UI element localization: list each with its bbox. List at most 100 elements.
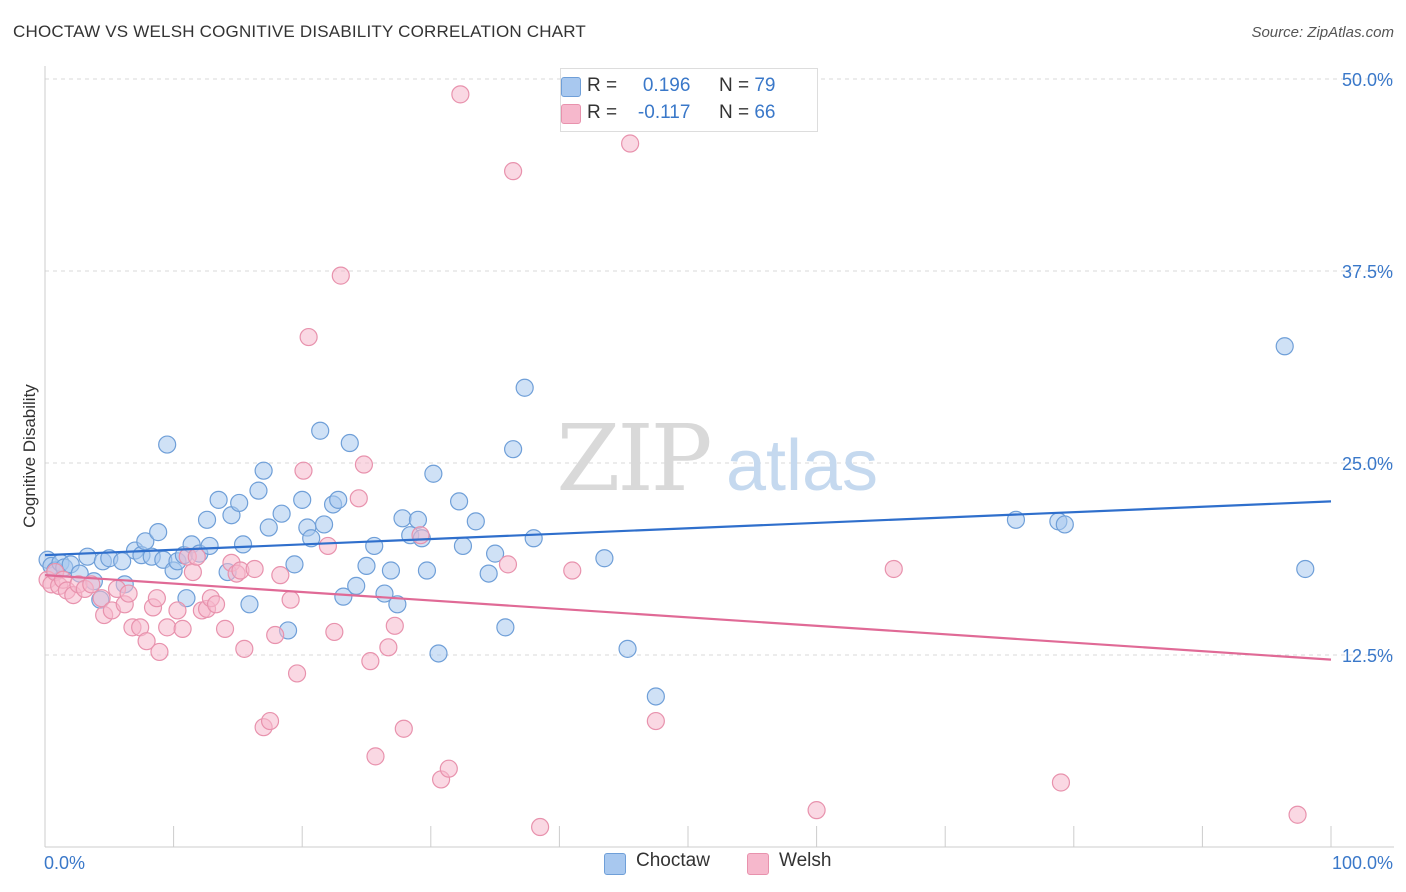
welsh-point xyxy=(439,759,458,778)
welsh-point xyxy=(82,575,101,594)
tick-labels: 12.5% 25.0% 37.5% 50.0% 0.0% 100.0% xyxy=(44,70,1393,873)
choctaw-point xyxy=(381,561,401,580)
welsh-point xyxy=(168,601,187,620)
choctaw-point xyxy=(230,493,249,513)
choctaw-point xyxy=(233,535,253,554)
choctaw-point xyxy=(524,529,543,548)
choctaw-point xyxy=(78,547,97,566)
welsh-point xyxy=(504,162,523,181)
choctaw-point xyxy=(200,536,219,556)
choctaw-point xyxy=(504,440,523,459)
welsh-point xyxy=(119,584,138,603)
choctaw-point xyxy=(453,536,473,556)
welsh-point xyxy=(361,652,380,671)
welsh-point xyxy=(173,619,192,638)
legend-row-welsh: R = -0.117 N = 66 xyxy=(561,102,776,126)
choctaw-point xyxy=(209,490,228,509)
r-value: -0.117 xyxy=(637,102,691,123)
welsh-point xyxy=(531,817,550,837)
welsh-point xyxy=(147,589,166,608)
choctaw-point xyxy=(408,510,428,529)
welsh-swatch xyxy=(747,853,769,875)
y-axis-label: Cognitive Disability xyxy=(20,384,39,528)
welsh-point xyxy=(379,638,398,657)
choctaw-point xyxy=(177,589,196,608)
welsh-point xyxy=(451,85,470,104)
choctaw-point xyxy=(479,564,498,583)
welsh-point xyxy=(354,455,374,474)
n-label: N = xyxy=(718,75,750,96)
choctaw-point xyxy=(388,595,407,614)
legend-item-choctaw: Choctaw xyxy=(604,850,710,875)
trend-lines xyxy=(44,500,1332,661)
choctaw-point xyxy=(158,435,177,454)
choctaw-point xyxy=(417,561,437,580)
n-value: 79 xyxy=(754,75,776,96)
welsh-point xyxy=(187,547,206,566)
welsh-point xyxy=(498,555,518,574)
choctaw-point xyxy=(293,490,312,509)
r-value: 0.196 xyxy=(642,75,691,96)
stats-legend: R = 0.196 N = 79 R = -0.117 N = 66 xyxy=(560,68,818,132)
y-tick-label: 25.0% xyxy=(1342,454,1393,474)
source-label: Source: ZipAtlas.com xyxy=(1251,24,1394,41)
choctaw-point xyxy=(595,549,614,568)
choctaw-point xyxy=(285,555,304,574)
choctaw-point xyxy=(357,556,376,576)
axes xyxy=(44,66,1394,848)
x-tick-label: 0.0% xyxy=(44,853,85,873)
choctaw-point xyxy=(340,433,359,453)
welsh-point xyxy=(245,559,264,579)
welsh-point xyxy=(366,747,385,766)
choctaw-point xyxy=(486,544,505,563)
choctaw-point xyxy=(197,510,217,529)
welsh-trend-line xyxy=(44,574,1332,661)
choctaw-point xyxy=(429,644,448,663)
choctaw-point xyxy=(365,536,384,556)
choctaw-point xyxy=(314,515,334,534)
x-tick-label: 100.0% xyxy=(1332,853,1393,873)
welsh-point xyxy=(394,719,413,738)
choctaw-point xyxy=(311,421,330,440)
r-label: R = xyxy=(587,75,618,96)
welsh-point xyxy=(1051,773,1071,792)
n-value: 66 xyxy=(754,102,776,123)
y-tick-label: 37.5% xyxy=(1342,262,1393,282)
welsh-point xyxy=(271,566,290,585)
welsh-point xyxy=(1288,805,1307,824)
choctaw-point xyxy=(466,512,485,531)
welsh-point xyxy=(260,711,280,731)
choctaw-point xyxy=(254,461,273,480)
welsh-point xyxy=(150,642,169,662)
welsh-point xyxy=(325,622,344,642)
legend-label: Welsh xyxy=(779,850,832,871)
choctaw-point xyxy=(259,518,278,537)
choctaw-point xyxy=(149,523,168,542)
y-tick-label: 50.0% xyxy=(1342,70,1393,90)
welsh-point xyxy=(646,711,665,731)
welsh-point xyxy=(287,664,307,683)
choctaw-point xyxy=(515,378,534,397)
choctaw-point xyxy=(240,595,259,614)
choctaw-point xyxy=(272,504,291,523)
welsh-point xyxy=(411,526,430,545)
welsh-point xyxy=(884,559,903,579)
welsh-swatch xyxy=(561,104,581,124)
choctaw-point xyxy=(646,687,665,706)
choctaw-swatch xyxy=(561,77,581,97)
welsh-point xyxy=(349,489,368,508)
welsh-point xyxy=(331,266,350,285)
y-tick-label: 12.5% xyxy=(1342,646,1393,666)
welsh-point xyxy=(294,461,313,480)
choctaw-points xyxy=(38,337,1315,706)
welsh-point xyxy=(183,562,202,582)
choctaw-swatch xyxy=(604,853,626,875)
welsh-point xyxy=(206,595,226,614)
legend-label: Choctaw xyxy=(636,850,710,871)
choctaw-point xyxy=(496,618,515,637)
welsh-point xyxy=(158,618,177,637)
welsh-point xyxy=(299,327,318,347)
choctaw-trend-line xyxy=(44,500,1332,557)
choctaw-point xyxy=(329,490,348,509)
